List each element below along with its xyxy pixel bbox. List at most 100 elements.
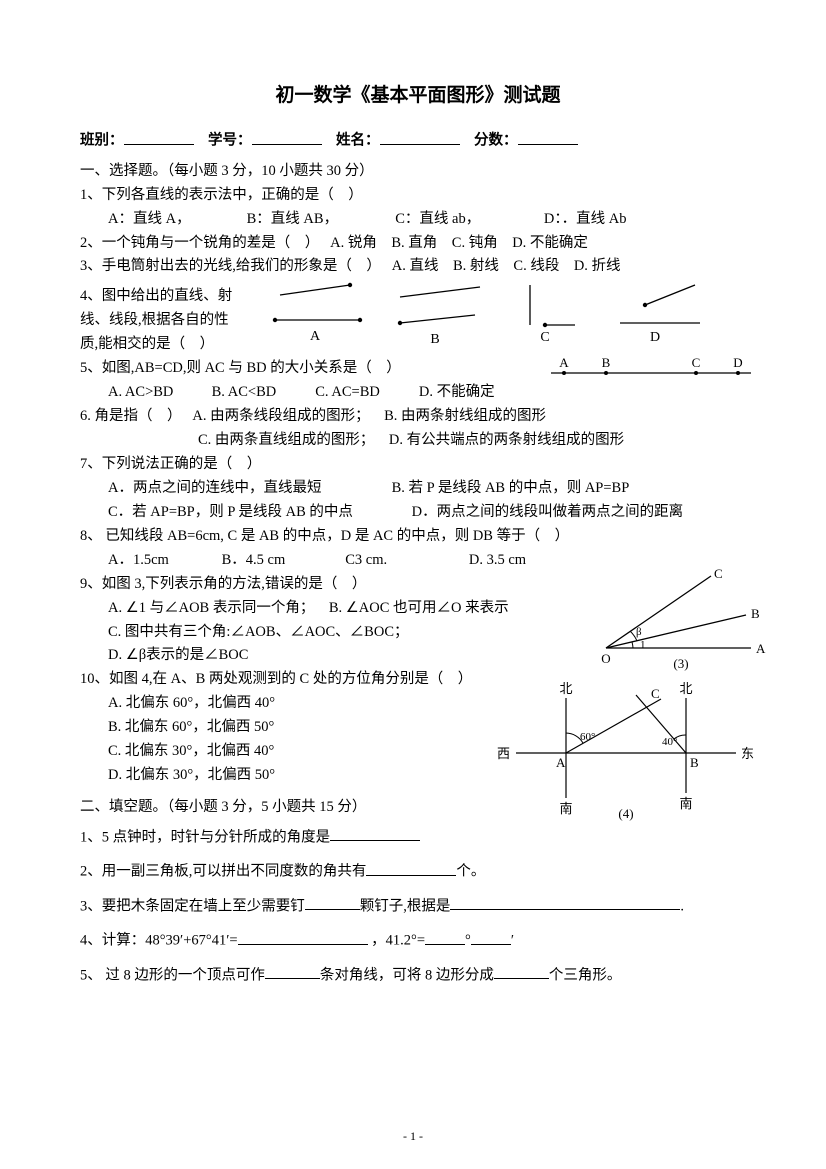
- q4-figD: D: [610, 285, 710, 345]
- q1-B: B：直线 AB，: [247, 208, 392, 232]
- s2-q2-tail: 个。: [456, 864, 485, 880]
- q7-A: A．两点之间的连线中，直线最短: [108, 477, 388, 501]
- q8-D: D. 3.5 cm: [469, 549, 526, 573]
- s2-q2-text: 2、用一副三角板,可以拼出不同度数的角共有: [80, 864, 366, 880]
- q4-figC: C: [510, 285, 590, 345]
- s2-q1-text: 1、5 点钟时，时针与分针所成的角度是: [80, 829, 330, 845]
- q5-D: D. 不能确定: [419, 381, 495, 405]
- svg-text:D: D: [733, 355, 742, 370]
- q5-B: B. AC<BD: [212, 381, 312, 405]
- q6-stem: 6. 角是指（ ）: [80, 408, 182, 424]
- svg-text:北: 北: [559, 681, 572, 696]
- page-number: - 1 -: [0, 1127, 826, 1147]
- q5-line1: 5、如图,AB=CD,则 AC 与 BD 的大小关系是（ ） A B C D: [80, 357, 756, 381]
- class-label: 班别：: [80, 133, 124, 149]
- s2-q4: 4、计算：48°39′+67°41′= ，41.2°=°′: [80, 929, 756, 953]
- class-blank[interactable]: [124, 129, 194, 145]
- q2-A: A. 锐角: [330, 235, 377, 251]
- s2-q3-blank2[interactable]: [450, 895, 680, 911]
- q1-C: C：直线 ab，: [395, 208, 540, 232]
- q9-block: 9、如图 3,下列表示角的方法,错误的是（ ） A. ∠1 与∠AOB 表示同一…: [80, 573, 756, 669]
- s2-q4-blank3[interactable]: [471, 929, 511, 945]
- s2-q5-text2: 条对角线，可将 8 边形分成: [320, 967, 494, 983]
- q2-C: C. 钝角: [452, 235, 498, 251]
- q8-A: A．1.5cm: [108, 549, 218, 573]
- q7-stem: 7、下列说法正确的是（ ）: [80, 453, 756, 477]
- svg-text:β: β: [636, 626, 642, 638]
- q3-D: D. 折线: [574, 258, 621, 274]
- page-title: 初一数学《基本平面图形》测试题: [80, 80, 756, 111]
- id-blank[interactable]: [252, 129, 322, 145]
- name-label: 姓名：: [336, 133, 380, 149]
- q4-figA: A: [265, 285, 375, 345]
- q5-A: A. AC>BD: [108, 381, 208, 405]
- q7-line1: A．两点之间的连线中，直线最短 B. 若 P 是线段 AB 的中点，则 AP=B…: [80, 477, 756, 501]
- q2-B: B. 直角: [391, 235, 437, 251]
- s2-q2: 2、用一副三角板,可以拼出不同度数的角共有 个。: [80, 860, 756, 884]
- svg-text:南: 南: [679, 796, 692, 811]
- q5-stem: 5、如图,AB=CD,则 AC 与 BD 的大小关系是（ ）: [80, 360, 401, 376]
- q5-figure: A B C D: [546, 359, 756, 383]
- s2-q4-blank2[interactable]: [425, 929, 465, 945]
- score-blank[interactable]: [518, 129, 578, 145]
- q6-B: B. 由两条射线组成的图形: [384, 408, 546, 424]
- student-info-line: 班别： 学号： 姓名： 分数：: [80, 129, 756, 153]
- svg-text:C: C: [714, 566, 723, 581]
- q5-options: A. AC>BD B. AC<BD C. AC=BD D. 不能确定: [80, 381, 756, 405]
- id-label: 学号：: [208, 133, 252, 149]
- q8-stem: 8、 已知线段 AB=6cm, C 是 AB 的中点，D 是 AC 的中点，则 …: [80, 525, 756, 549]
- svg-text:A: A: [559, 355, 569, 370]
- s2-q4-text1: 4、计算：48°39′+67°41′=: [80, 933, 238, 949]
- svg-text:C: C: [651, 686, 660, 701]
- q7-line2: C．若 AP=BP，则 P 是线段 AB 的中点 D．两点之间的线段叫做着两点之…: [80, 501, 756, 525]
- q6-A: A. 由两条线段组成的图形；: [192, 408, 369, 424]
- q8-C: C3 cm.: [345, 549, 465, 573]
- q6-line2: C. 由两条直线组成的图形； D. 有公共端点的两条射线组成的图形: [80, 429, 756, 453]
- q3-B: B. 射线: [453, 258, 499, 274]
- svg-text:40°: 40°: [662, 736, 677, 748]
- svg-text:1: 1: [640, 639, 646, 651]
- q3-stem: 3、手电筒射出去的光线,给我们的形象是（ ）: [80, 258, 381, 274]
- svg-text:O: O: [601, 651, 610, 666]
- s2-q5-text1: 5、 过 8 边形的一个顶点可作: [80, 967, 265, 983]
- s2-q5-blank2[interactable]: [494, 964, 549, 980]
- q7-B: B. 若 P 是线段 AB 的中点，则 AP=BP: [392, 480, 630, 496]
- svg-text:(4): (4): [618, 806, 633, 821]
- name-blank[interactable]: [380, 129, 460, 145]
- s2-q5-blank1[interactable]: [265, 964, 320, 980]
- q4-stem-line2: 线、线段,根据各自的性: [80, 309, 260, 333]
- s2-q5-text3: 个三角形。: [549, 967, 622, 983]
- q6-line1: 6. 角是指（ ） A. 由两条线段组成的图形； B. 由两条射线组成的图形: [80, 405, 756, 429]
- s2-q3-text2: 颗钉子,根据是: [360, 898, 451, 914]
- s2-q5: 5、 过 8 边形的一个顶点可作 条对角线，可将 8 边形分成 个三角形。: [80, 964, 756, 988]
- q6-C: C. 由两条直线组成的图形；: [198, 432, 374, 448]
- svg-text:C: C: [540, 330, 549, 345]
- q1-stem: 1、下列各直线的表示法中，正确的是（ ）: [80, 184, 756, 208]
- svg-text:D: D: [650, 330, 660, 345]
- svg-text:C: C: [692, 355, 701, 370]
- q2-stem: 2、一个钝角与一个锐角的差是（ ）: [80, 235, 319, 251]
- q1-A: A：直线 A，: [108, 208, 243, 232]
- svg-text:60°: 60°: [580, 731, 595, 743]
- svg-text:B: B: [430, 332, 439, 347]
- q9-A: A. ∠1 与∠AOB 表示同一个角；: [108, 600, 314, 616]
- q4-figB: B: [385, 285, 495, 345]
- q7-D: D．两点之间的线段叫做着两点之间的距离: [412, 504, 683, 520]
- s2-q3-text1: 3、要把木条固定在墙上至少需要钉: [80, 898, 305, 914]
- q4-block: 4、图中给出的直线、射 线、线段,根据各自的性 质,能相交的是（ ） A B C…: [80, 285, 756, 357]
- s2-q3-blank1[interactable]: [305, 895, 360, 911]
- svg-text:B: B: [690, 755, 699, 770]
- s2-q4-text2: ，41.2°=: [371, 933, 425, 949]
- q6-D: D. 有公共端点的两条射线组成的图形: [389, 432, 624, 448]
- q1-options: A：直线 A， B：直线 AB， C：直线 ab， D：．直线 Ab: [80, 208, 756, 232]
- q1-D: D：．直线 Ab: [544, 208, 627, 232]
- q4-stem-line3: 质,能相交的是（ ）: [80, 333, 260, 357]
- q3-line: 3、手电筒射出去的光线,给我们的形象是（ ） A. 直线 B. 射线 C. 线段…: [80, 255, 756, 279]
- s2-q3: 3、要把木条固定在墙上至少需要钉颗钉子,根据是.: [80, 895, 756, 919]
- svg-text:A: A: [310, 329, 321, 344]
- s2-q2-blank[interactable]: [366, 860, 456, 876]
- s2-q1-blank[interactable]: [330, 826, 420, 842]
- s2-q4-blank1[interactable]: [238, 929, 368, 945]
- svg-text:B: B: [602, 355, 611, 370]
- svg-text:西: 西: [497, 746, 510, 761]
